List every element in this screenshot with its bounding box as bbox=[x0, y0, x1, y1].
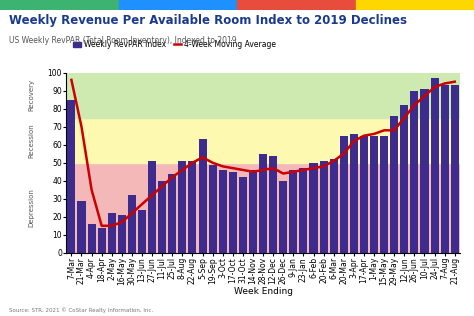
Bar bbox=[410, 91, 419, 253]
Bar bbox=[310, 163, 318, 253]
Bar bbox=[289, 170, 297, 253]
Bar bbox=[158, 181, 166, 253]
Bar bbox=[178, 161, 186, 253]
Bar bbox=[400, 105, 408, 253]
Bar bbox=[441, 85, 449, 253]
Text: Source: STR, 2021 © CoStar Realty Information, Inc.: Source: STR, 2021 © CoStar Realty Inform… bbox=[9, 307, 154, 313]
Bar bbox=[329, 159, 337, 253]
Bar bbox=[229, 172, 237, 253]
Bar bbox=[118, 0, 237, 10]
Bar bbox=[168, 173, 176, 253]
Bar bbox=[88, 224, 96, 253]
Bar bbox=[67, 100, 75, 253]
Bar bbox=[370, 136, 378, 253]
Bar bbox=[66, 163, 460, 253]
Bar bbox=[430, 78, 438, 253]
Bar bbox=[209, 165, 217, 253]
Bar bbox=[380, 136, 388, 253]
Bar bbox=[148, 161, 156, 253]
Bar bbox=[340, 136, 348, 253]
Bar bbox=[189, 161, 197, 253]
Text: Recession: Recession bbox=[28, 123, 34, 158]
Text: Depression: Depression bbox=[28, 188, 34, 227]
Bar bbox=[356, 0, 474, 10]
Bar bbox=[279, 181, 287, 253]
Bar bbox=[128, 195, 136, 253]
Bar bbox=[138, 210, 146, 253]
Bar bbox=[66, 118, 460, 163]
Bar bbox=[390, 116, 398, 253]
Bar bbox=[199, 139, 207, 253]
Bar bbox=[239, 177, 247, 253]
Bar bbox=[77, 201, 85, 253]
Bar bbox=[118, 215, 126, 253]
Bar bbox=[259, 154, 267, 253]
Bar bbox=[237, 0, 356, 10]
Bar bbox=[108, 213, 116, 253]
Bar bbox=[66, 73, 460, 118]
Text: Weekly Revenue Per Available Room Index to 2019 Declines: Weekly Revenue Per Available Room Index … bbox=[9, 14, 408, 27]
Bar bbox=[350, 134, 358, 253]
Bar bbox=[0, 0, 118, 10]
Bar bbox=[420, 89, 428, 253]
Bar bbox=[249, 170, 257, 253]
Bar bbox=[219, 170, 227, 253]
Text: US Weekly RevPAR (Total Room Inventory), Indexed to 2019: US Weekly RevPAR (Total Room Inventory),… bbox=[9, 36, 237, 45]
X-axis label: Week Ending: Week Ending bbox=[234, 287, 292, 296]
Bar bbox=[300, 168, 308, 253]
Bar bbox=[319, 161, 328, 253]
Bar bbox=[98, 228, 106, 253]
Text: Recovery: Recovery bbox=[28, 79, 34, 111]
Legend: Weekly RevPAR Index, 4-Week Moving Average: Weekly RevPAR Index, 4-Week Moving Avera… bbox=[70, 37, 280, 52]
Bar bbox=[269, 155, 277, 253]
Bar bbox=[360, 136, 368, 253]
Bar bbox=[451, 85, 459, 253]
